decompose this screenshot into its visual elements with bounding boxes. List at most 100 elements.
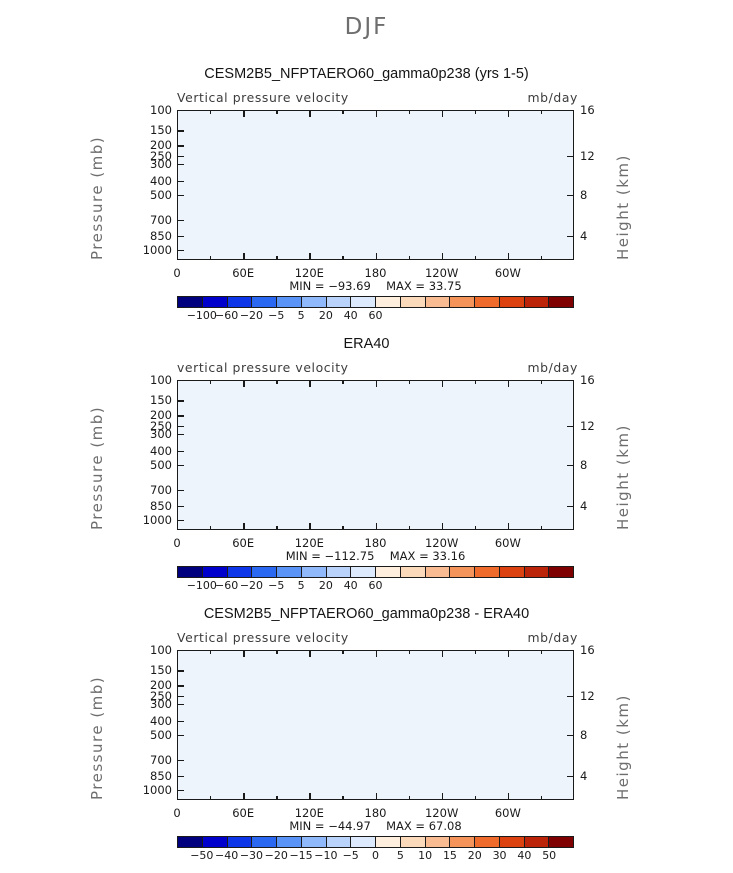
panel-subtitle-left: vertical pressure velocity: [177, 360, 349, 375]
colorbar-ticks: −100 −60 −20 −5 5 20 40 60: [177, 308, 574, 324]
y2-tick: [567, 506, 574, 508]
x-axis-label: 120W: [424, 806, 459, 820]
y-tick: [177, 704, 184, 706]
colorbar-tick-label: 20: [467, 849, 482, 862]
colorbar-cell: [498, 297, 524, 307]
pressure-axis-label: 300: [150, 427, 172, 441]
y-tick: [177, 464, 184, 467]
y2-tick: [567, 650, 574, 652]
x-tick: [540, 380, 543, 384]
contour-plot-area: [177, 380, 574, 530]
x-tick: [375, 253, 377, 260]
pressure-axis-label: 200: [150, 408, 172, 423]
x-tick: [408, 526, 410, 530]
y-tick: [177, 219, 184, 221]
x-tick: [243, 253, 245, 260]
y2-tick: [567, 734, 574, 737]
pressure-axis-label: 1000: [142, 512, 172, 527]
y-tick: [177, 110, 184, 112]
colorbar-tick-label: 60: [368, 309, 383, 322]
colorbar-tick-label: −10: [314, 849, 338, 862]
y-tick: [177, 130, 184, 132]
x-tick: [276, 110, 278, 114]
x-tick: [441, 650, 444, 657]
pressure-axis-label: 250: [150, 148, 172, 163]
y-tick: [177, 450, 184, 452]
colorbar-cell: [300, 297, 326, 307]
y-tick: [177, 670, 184, 672]
y-tick: [177, 155, 184, 158]
x-tick: [342, 380, 344, 384]
panel-title: CESM2B5_NFPTAERO60_gamma0p238 - ERA40: [203, 606, 530, 622]
colorbar-cell: [226, 837, 252, 847]
x-tick: [309, 380, 311, 387]
x-tick: [474, 650, 477, 654]
x-tick: [177, 793, 179, 800]
colorbar-cell: [474, 567, 499, 577]
minmax-readout: MIN = −44.97 MAX = 67.08: [177, 819, 574, 833]
colorbar-cell: [424, 567, 450, 577]
x-tick: [408, 650, 410, 654]
y-tick: [177, 489, 184, 491]
colorbar-tick-label: 0: [372, 849, 379, 862]
height-axis-label: 4: [580, 229, 588, 243]
x-tick: [441, 380, 444, 387]
y-tick: [177, 434, 184, 436]
colorbar-cell: [201, 567, 227, 577]
x-tick: [441, 523, 444, 530]
x-tick: [342, 526, 344, 530]
x-tick: [276, 796, 278, 800]
x-tick: [507, 793, 510, 800]
x-tick: [474, 796, 477, 800]
pressure-axis-label: 850: [150, 499, 172, 513]
colorbar-cell: [424, 297, 450, 307]
colorbar-tick-label: 40: [343, 309, 358, 322]
colorbar-tick-label: 20: [318, 309, 333, 322]
colorbar-strip: [177, 836, 574, 848]
pressure-axis-label: 700: [150, 212, 172, 227]
height-axis-label: 8: [580, 187, 588, 202]
x-tick: [408, 380, 410, 384]
pressure-axis-label: 700: [150, 482, 172, 497]
pressure-axis-label: 700: [150, 752, 172, 767]
min-label: MIN = −44.97: [289, 819, 371, 833]
colorbar-cell: [300, 567, 326, 577]
right-axis-title: Height (km): [614, 694, 632, 800]
x-tick: [276, 650, 278, 654]
height-axis-label: 8: [580, 727, 588, 742]
y-tick: [177, 685, 184, 687]
x-tick: [540, 526, 543, 530]
colorbar-cell: [449, 837, 474, 847]
colorbar-tick-label: −5: [268, 579, 285, 592]
x-tick: [408, 110, 410, 114]
colorbar-tick-label: −20: [264, 849, 288, 862]
colorbar-tick-label: −60: [215, 309, 239, 322]
colorbar-cell: [251, 297, 276, 307]
x-tick: [474, 110, 477, 114]
y-tick: [177, 506, 184, 508]
x-tick: [474, 526, 477, 530]
x-tick: [243, 793, 245, 800]
colorbar-cell: [498, 837, 524, 847]
colorbar-cell: [276, 567, 301, 577]
x-tick: [540, 256, 543, 260]
panel-title: ERA40: [343, 336, 390, 352]
colorbar-tick-label: 40: [343, 579, 358, 592]
x-tick: [540, 650, 543, 654]
colorbar-cell: [350, 837, 375, 847]
colorbar-cell: [399, 567, 425, 577]
y-tick: [177, 180, 184, 182]
x-tick: [210, 526, 212, 530]
x-axis-label: 120E: [294, 266, 324, 280]
x-tick: [243, 110, 245, 117]
colorbar-tick-label: 5: [396, 849, 404, 862]
y2-tick: [567, 380, 574, 382]
max-label: MAX = 33.16: [389, 549, 466, 563]
x-tick: [177, 380, 179, 387]
x-tick: [441, 793, 444, 800]
y2-tick: [567, 776, 574, 778]
panel-subtitle-right: mb/day: [527, 630, 578, 645]
colorbar-cell: [178, 567, 202, 577]
x-tick: [243, 523, 245, 530]
